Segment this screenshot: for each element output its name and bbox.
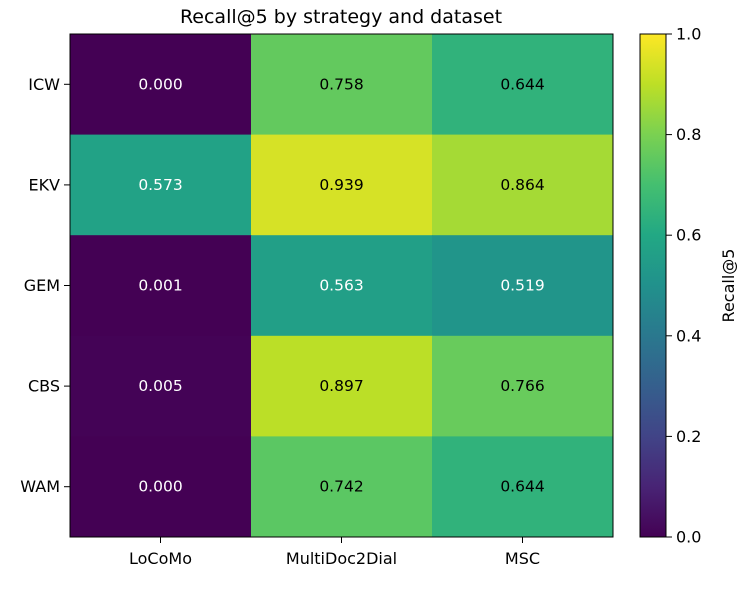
cell-value-label: 0.644 [500,75,544,93]
heatmap-cell [432,34,614,136]
heatmap-cell [251,34,433,136]
heatmap-cell [432,235,614,337]
chart-title: Recall@5 by strategy and dataset [180,6,502,28]
heatmap-cell [251,134,433,236]
colorbar-tick-label: 1.0 [676,25,701,44]
cell-value-label: 0.864 [500,176,544,194]
cell-value-label: 0.573 [138,176,182,194]
heatmap-cell [70,335,252,437]
cell-value-label: 0.563 [319,277,363,295]
x-tick-label: MSC [505,549,540,568]
y-axis: ICW EKV GEM CBS WAM [20,75,70,496]
colorbar-tick-label: 0.0 [676,528,701,547]
colorbar-axis: 0.0 0.2 0.4 0.6 0.8 1.0 [666,25,701,547]
colorbar-tick-label: 0.2 [676,427,701,446]
y-tick-label: GEM [24,276,60,295]
colorbar-tick-label: 0.6 [676,226,701,245]
cell-value-label: 0.001 [138,277,182,295]
heatmap-cell [251,335,433,437]
cell-value-label: 0.000 [138,478,182,496]
heatmap-cell [70,436,252,538]
heatmap-cell [432,134,614,236]
cell-value-label: 0.000 [138,75,182,93]
cell-value-label: 0.758 [319,75,363,93]
heatmap-cell [70,34,252,136]
cell-value-label: 0.644 [500,478,544,496]
y-tick-label: WAM [20,477,60,496]
y-tick-label: CBS [28,377,60,396]
heatmap-cell [251,436,433,538]
heatmap-cells [70,34,614,538]
cell-value-label: 0.742 [319,478,363,496]
cell-value-label: 0.897 [319,377,363,395]
heatmap-cell [432,335,614,437]
heatmap-cell [432,436,614,538]
cell-value-label: 0.519 [500,277,544,295]
heatmap-cell [251,235,433,337]
heatmap-cell [70,235,252,337]
cell-value-label: 0.766 [500,377,544,395]
y-tick-label: EKV [28,175,60,194]
cell-value-label: 0.939 [319,176,363,194]
colorbar-tick-label: 0.4 [676,326,701,345]
x-axis: LoCoMo MultiDoc2Dial MSC [129,537,540,568]
heatmap-cell [70,134,252,236]
x-tick-label: LoCoMo [129,549,192,568]
colorbar-label: Recall@5 [719,249,738,323]
cell-value-label: 0.005 [138,377,182,395]
x-tick-label: MultiDoc2Dial [286,549,397,568]
colorbar-tick-label: 0.8 [676,125,701,144]
heatmap-cell-labels: 0.000 0.758 0.644 0.573 0.939 0.864 0.001 0.563… [138,75,544,495]
colorbar [639,33,667,538]
y-tick-label: ICW [28,75,60,94]
